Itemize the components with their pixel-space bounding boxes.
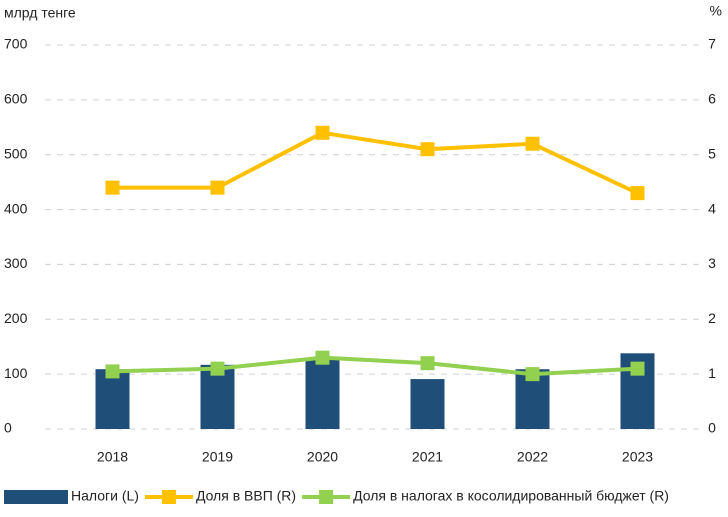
marker (525, 136, 540, 151)
y2-tick-label: 2 (708, 310, 716, 326)
x-tick-label: 2019 (202, 449, 233, 465)
y-tick-label: 100 (4, 365, 28, 381)
bar (305, 359, 340, 429)
legend-marker (161, 490, 176, 504)
line (112, 130, 639, 195)
x-tick-label: 2020 (307, 449, 338, 465)
marker (630, 361, 645, 376)
marker (420, 142, 435, 157)
y-tick-label: 200 (4, 310, 28, 326)
legend-marker (319, 490, 334, 504)
marker (315, 125, 330, 140)
legend-item: Доля в ВВП (R) (144, 488, 296, 504)
legend-label: Доля в ВВП (R) (196, 488, 296, 504)
y2-tick-label: 7 (708, 36, 716, 52)
y-tick-label: 300 (4, 255, 28, 271)
legend-label: Доля в налогах в косолидированный бюджет… (353, 488, 669, 504)
y2-tick-label: 4 (708, 200, 716, 216)
x-tick-label: 2021 (412, 449, 443, 465)
y2-tick-label: 0 (708, 420, 716, 436)
marker (105, 364, 120, 379)
marker (420, 356, 435, 371)
marker (105, 180, 120, 195)
x-tick-label: 2022 (517, 449, 548, 465)
legend-item: Налоги (L) (4, 488, 139, 504)
marker (630, 186, 645, 201)
y-tick-label: 400 (4, 200, 28, 216)
y2-axis-label: % (710, 3, 722, 19)
marker (315, 350, 330, 365)
legend-label: Налоги (L) (71, 488, 139, 504)
bar (95, 369, 130, 429)
x-tick-label: 2023 (622, 449, 653, 465)
y-tick-label: 700 (4, 36, 28, 52)
bar (410, 379, 445, 429)
marker (525, 367, 540, 382)
line (112, 355, 638, 377)
x-tick-label: 2018 (97, 449, 128, 465)
marker (210, 180, 225, 195)
y2-tick-label: 3 (708, 255, 716, 271)
marker (210, 361, 225, 376)
y2-tick-label: 1 (708, 365, 716, 381)
legend-swatch (4, 490, 68, 504)
y2-tick-label: 5 (708, 145, 716, 161)
y-tick-label: 500 (4, 145, 28, 161)
y-tick-label: 600 (4, 91, 28, 107)
y-tick-label: 0 (4, 420, 12, 436)
legend-item: Доля в налогах в косолидированный бюджет… (302, 488, 669, 504)
y-axis-label: млрд тенге (4, 5, 76, 21)
y2-tick-label: 6 (708, 91, 716, 107)
